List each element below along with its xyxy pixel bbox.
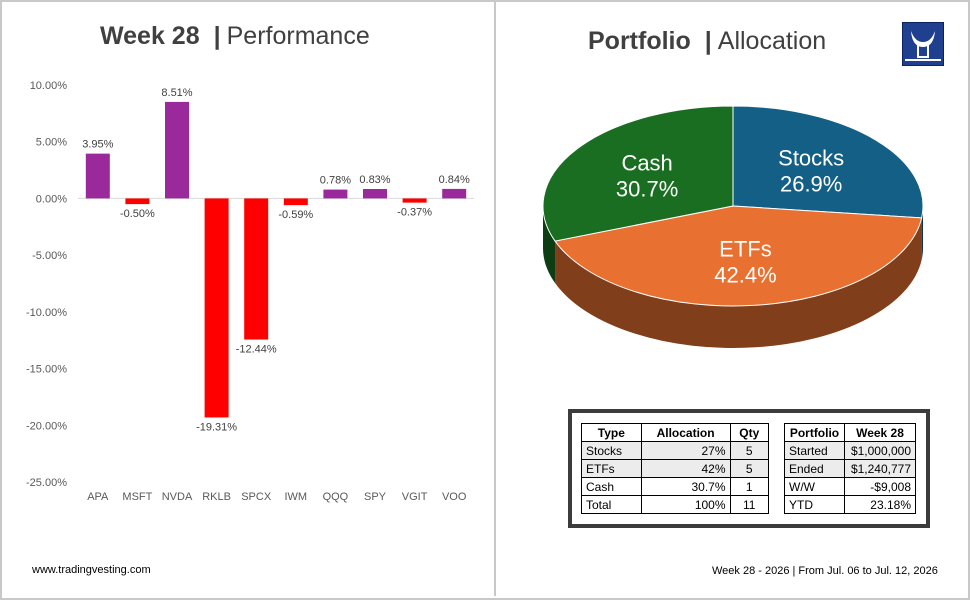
bar-msft (125, 198, 150, 205)
y-tick-label: -25.00% (26, 477, 67, 489)
pie-slice-cash (542, 105, 734, 242)
x-tick-label: IWM (284, 491, 307, 503)
alloc-header-qty: Qty (729, 423, 770, 442)
allocation-title-separator: | (704, 27, 712, 55)
portfolio-table: Portfolio Week 28 Started $1,000,000 End… (784, 423, 917, 514)
pie-value-label: 30.7% (616, 177, 678, 202)
table-row: Ended $1,240,777 (784, 459, 917, 478)
alloc-cell: 11 (729, 495, 770, 514)
portfolio-cell: 23.18% (843, 495, 917, 514)
performance-title: Week 28 | Performance (100, 22, 370, 51)
alloc-cell: Total (581, 495, 642, 514)
bar-vgit (402, 198, 427, 203)
data-label: 0.78% (320, 175, 351, 187)
data-label: 0.84% (439, 174, 470, 186)
portfolio-cell: $1,240,777 (843, 459, 917, 478)
data-label: -12.44% (236, 344, 277, 356)
alloc-cell: 27% (640, 441, 731, 460)
table-row: Started $1,000,000 (784, 441, 917, 460)
portfolio-cell: YTD (784, 495, 845, 514)
table-row: ETFs 42% 5 (581, 459, 770, 478)
footer-site-link[interactable]: www.tradingvesting.com (32, 564, 151, 576)
x-tick-label: SPCX (241, 491, 272, 503)
pie-slice-etfs (554, 205, 923, 307)
portfolio-header-portfolio: Portfolio (784, 423, 845, 442)
bar-nvda (165, 101, 189, 199)
data-label: 8.51% (161, 87, 192, 99)
performance-title-sub: Performance (226, 22, 370, 50)
pie-side-stocks (921, 206, 923, 260)
data-label: -0.50% (120, 208, 155, 220)
portfolio-cell: $1,000,000 (843, 441, 917, 460)
data-label: 0.83% (359, 174, 390, 186)
data-label: -19.31% (196, 421, 237, 433)
pie-category-label: ETFs (719, 237, 772, 262)
x-tick-label: NVDA (162, 491, 193, 503)
y-tick-label: 0.00% (36, 193, 67, 205)
x-tick-label: SPY (364, 491, 387, 503)
y-tick-label: 5.00% (36, 137, 67, 149)
y-tick-label: -5.00% (32, 250, 67, 262)
allocation-title-sub: Allocation (717, 27, 827, 55)
y-tick-label: -15.00% (26, 364, 67, 376)
data-label: -0.59% (278, 209, 313, 221)
alloc-cell: 30.7% (640, 477, 731, 496)
data-label: 3.95% (82, 139, 113, 151)
table-row: Cash 30.7% 1 (581, 477, 770, 496)
alloc-cell: 42% (640, 459, 731, 478)
table-row: W/W -$9,008 (784, 477, 917, 496)
data-label: -0.37% (397, 207, 432, 219)
alloc-cell: 100% (640, 495, 731, 514)
performance-title-week: Week 28 (100, 22, 200, 50)
y-tick-label: -10.00% (26, 307, 67, 319)
table-row: Total 100% 11 (581, 495, 770, 514)
bar-spcx (244, 198, 269, 340)
y-tick-label: -20.00% (26, 420, 67, 432)
portfolio-cell: Started (784, 441, 845, 460)
x-tick-label: QQQ (323, 491, 349, 503)
portfolio-header-week: Week 28 (843, 423, 917, 442)
pie-value-label: 26.9% (780, 171, 842, 196)
portfolio-cell: -$9,008 (843, 477, 917, 496)
bar-iwm (283, 198, 308, 206)
footer-date-range: Week 28 - 2026 | From Jul. 06 to Jul. 12… (712, 565, 938, 577)
x-tick-label: VOO (442, 491, 467, 503)
portfolio-cell: W/W (784, 477, 845, 496)
alloc-header-type: Type (581, 423, 642, 442)
alloc-cell: 5 (729, 459, 770, 478)
pie-side-etfs (555, 217, 922, 348)
performance-bar-chart: 10.00% 5.00% 0.00% -5.00% -10.00% -15.00% -20.… (26, 80, 474, 503)
alloc-cell: 5 (729, 441, 770, 460)
bar-spy (363, 189, 387, 199)
pie-category-label: Cash (621, 151, 672, 176)
table-row: Stocks 27% 5 (581, 441, 770, 460)
alloc-cell: Cash (581, 477, 642, 496)
allocation-title-portfolio: Portfolio (588, 27, 691, 55)
alloc-header-allocation: Allocation (640, 423, 731, 442)
alloc-cell: ETFs (581, 459, 642, 478)
pie-slice-stocks (732, 105, 924, 219)
alloc-cell: 1 (729, 477, 770, 496)
allocation-title: Portfolio | Allocation (588, 27, 826, 56)
allocation-table: Type Allocation Qty Stocks 27% 5 ETFs 42… (581, 423, 770, 514)
table-row: YTD 23.18% (784, 495, 917, 514)
bar-qqq (323, 189, 348, 199)
performance-title-separator: | (213, 22, 221, 50)
bull-logo-icon (902, 22, 944, 66)
portfolio-cell: Ended (784, 459, 845, 478)
y-tick-label: 10.00% (30, 80, 68, 92)
x-tick-label: MSFT (122, 491, 152, 503)
bar-apa (85, 153, 110, 199)
alloc-cell: Stocks (581, 441, 642, 460)
x-tick-label: RKLB (202, 491, 231, 503)
bar-voo (442, 188, 467, 199)
pie-value-label: 42.4% (714, 263, 776, 288)
panel-divider (494, 0, 496, 596)
x-tick-label: VGIT (402, 491, 428, 503)
bar-rklb (204, 198, 229, 418)
pie-category-label: Stocks (778, 145, 844, 170)
x-tick-label: APA (87, 491, 109, 503)
